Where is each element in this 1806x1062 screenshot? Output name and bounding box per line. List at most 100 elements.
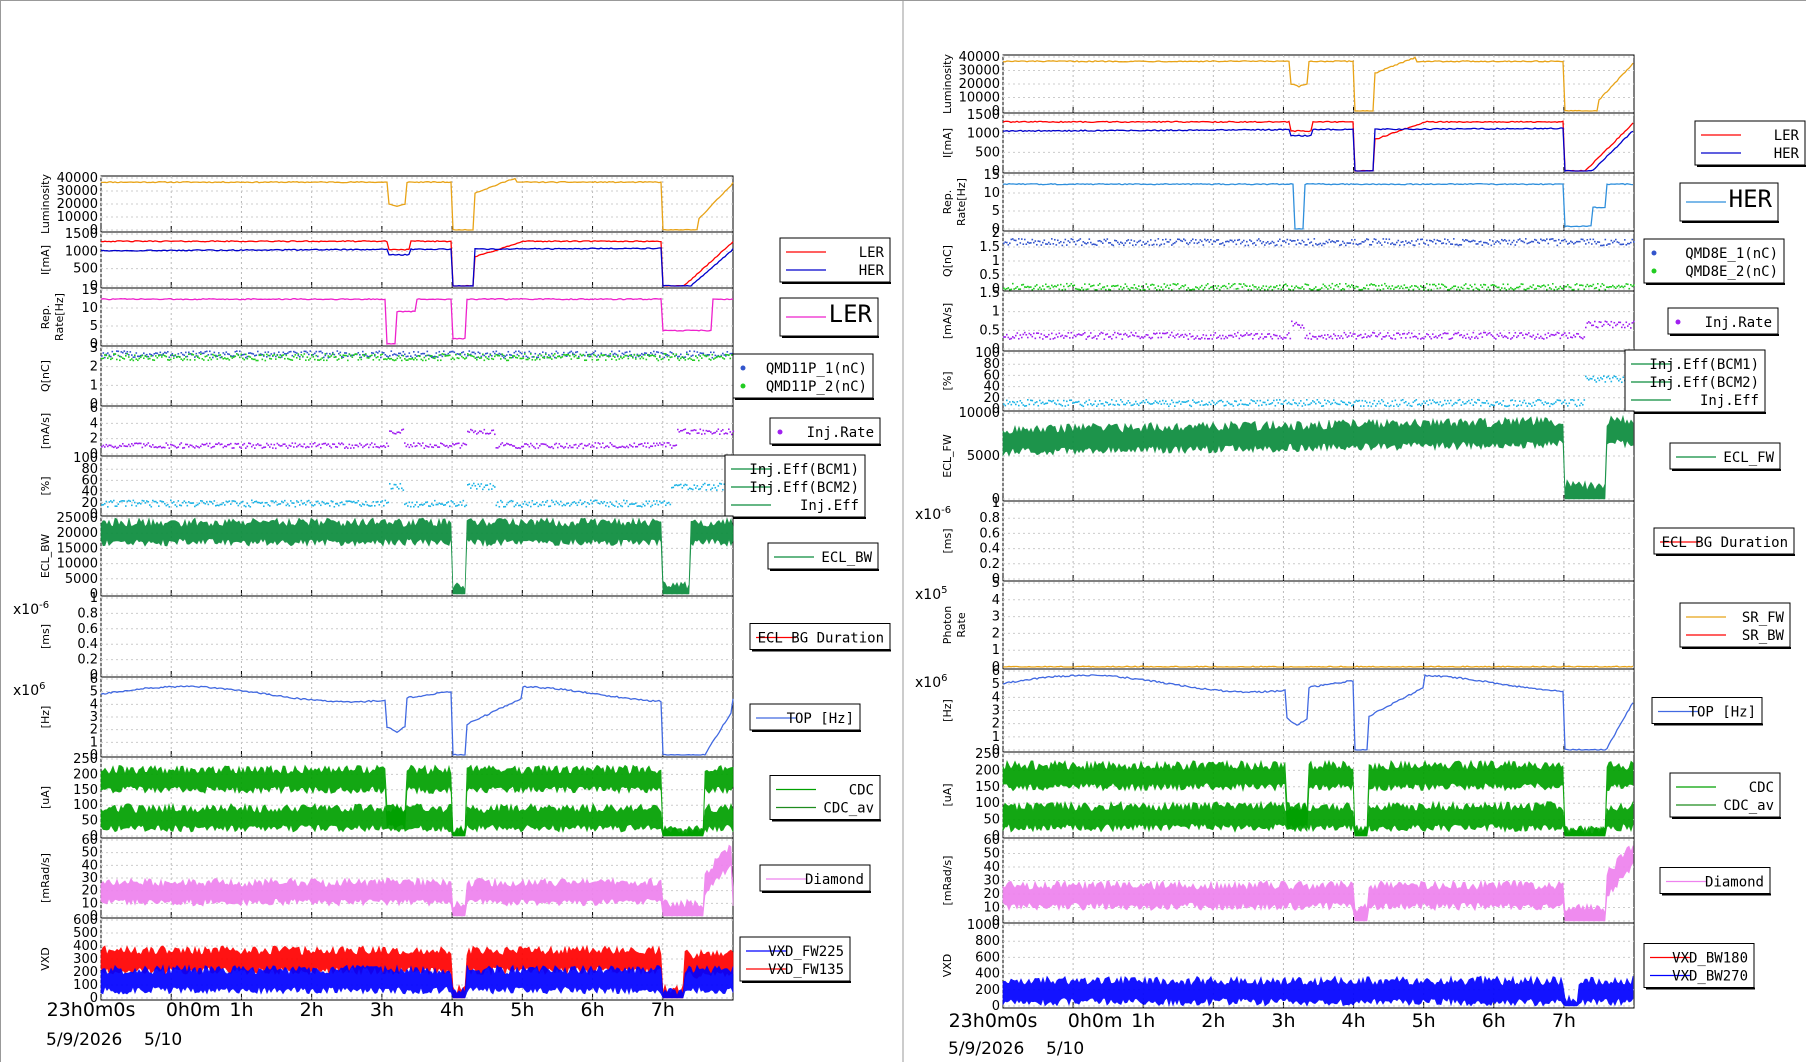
- data-point: [231, 447, 234, 449]
- data-point: [617, 355, 619, 358]
- data-point: [380, 445, 382, 448]
- data-point: [282, 443, 285, 446]
- data-point: [1199, 404, 1202, 406]
- data-point: [1315, 402, 1317, 405]
- data-point: [1393, 243, 1395, 246]
- data-point: [474, 430, 477, 432]
- data-point: [176, 356, 178, 359]
- data-point: [530, 353, 532, 355]
- data-point: [1183, 401, 1185, 403]
- data-point: [1376, 288, 1379, 291]
- data-point: [581, 503, 583, 506]
- data-point: [1207, 404, 1209, 406]
- data-point: [1171, 331, 1173, 334]
- data-point: [641, 352, 643, 355]
- data-point: [420, 353, 423, 355]
- data-point: [546, 444, 549, 447]
- data-point: [308, 359, 310, 361]
- data-point: [1388, 405, 1391, 408]
- data-point: [516, 353, 519, 356]
- data-point: [317, 500, 319, 503]
- data-point: [1229, 403, 1232, 406]
- data-point: [207, 353, 210, 356]
- data-point: [402, 489, 405, 491]
- data-point: [726, 432, 729, 435]
- data-point: [563, 353, 565, 356]
- series-vblue: [1002, 975, 1634, 1007]
- tick-label-y: 50: [81, 846, 98, 861]
- legend-label: CDC: [1749, 780, 1774, 796]
- tick-label-y: 400: [73, 939, 98, 954]
- data-point: [281, 444, 283, 447]
- data-point: [380, 354, 382, 356]
- data-point: [1178, 336, 1181, 338]
- data-point: [387, 356, 390, 358]
- data-point: [1084, 402, 1086, 404]
- data-point: [1237, 239, 1239, 242]
- data-point: [722, 488, 724, 491]
- data-point: [117, 354, 120, 357]
- data-point: [1505, 289, 1508, 291]
- data-point: [537, 354, 540, 357]
- data-point: [1114, 239, 1116, 242]
- data-point: [117, 350, 120, 353]
- data-point: [1168, 241, 1170, 243]
- data-point: [288, 358, 291, 361]
- data-point: [1457, 244, 1460, 247]
- data-point: [1219, 399, 1221, 402]
- data-point: [1079, 289, 1082, 291]
- data-point: [1109, 403, 1112, 405]
- series-top: [1002, 673, 1634, 751]
- data-point: [492, 484, 495, 487]
- data-point: [206, 355, 208, 357]
- data-point: [695, 429, 697, 432]
- data-point: [1352, 403, 1355, 406]
- data-point: [1030, 242, 1032, 244]
- data-point: [1138, 404, 1140, 407]
- data-point: [389, 358, 391, 360]
- data-point: [698, 354, 700, 356]
- data-point: [1547, 242, 1550, 245]
- data-point: [428, 505, 430, 507]
- data-point: [1594, 320, 1596, 323]
- data-point: [1417, 286, 1419, 289]
- data-point: [311, 445, 313, 448]
- data-point: [1406, 404, 1409, 407]
- data-point: [717, 428, 720, 431]
- data-point: [185, 443, 187, 446]
- data-point: [1237, 287, 1239, 290]
- data-point: [1553, 334, 1556, 337]
- data-point: [1073, 284, 1076, 287]
- data-point: [1243, 403, 1245, 406]
- tick-label-y: 0: [90, 991, 98, 1006]
- data-point: [141, 499, 144, 502]
- data-point: [1558, 399, 1560, 402]
- data-point: [449, 351, 451, 353]
- data-point: [1100, 240, 1103, 243]
- data-point: [1109, 335, 1112, 338]
- data-point: [1115, 285, 1118, 287]
- data-point: [1565, 402, 1568, 405]
- tick-label-y: 200: [73, 767, 98, 782]
- data-point: [600, 446, 603, 448]
- legend-label: TOP [Hz]: [1689, 705, 1756, 721]
- data-point: [1070, 399, 1073, 401]
- data-point: [1423, 400, 1425, 403]
- data-point: [246, 355, 249, 358]
- data-point: [1177, 401, 1179, 404]
- data-point: [1037, 332, 1040, 335]
- data-point: [1057, 336, 1059, 338]
- data-point: [456, 353, 459, 355]
- data-point: [1066, 400, 1068, 403]
- data-point: [129, 500, 132, 503]
- data-point: [728, 428, 730, 431]
- data-point: [131, 358, 133, 360]
- data-point: [1067, 332, 1070, 334]
- data-point: [701, 485, 703, 488]
- data-point: [1334, 401, 1337, 404]
- data-point: [1111, 243, 1113, 246]
- data-point: [501, 442, 504, 444]
- data-point: [1490, 244, 1493, 247]
- data-point: [255, 444, 258, 446]
- data-point: [662, 444, 664, 446]
